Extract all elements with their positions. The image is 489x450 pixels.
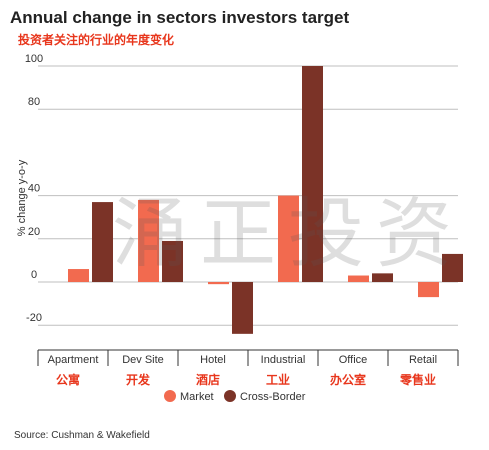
x-tick-label: Office — [339, 354, 368, 366]
x-tick-label: Industrial — [261, 354, 306, 366]
x-tick-label-cn: 办公室 — [330, 372, 366, 387]
y-tick-label: 20 — [28, 226, 40, 238]
bar-cross-border-office — [372, 273, 393, 282]
y-tick-labels: -20 0 20 40 80 100 % change y-o-y — [16, 53, 43, 324]
legend: Market Cross-Border — [164, 390, 306, 403]
bar-market-retail — [418, 282, 439, 298]
x-tick-label: Hotel — [200, 354, 226, 366]
x-tick-label-cn: 零售业 — [399, 372, 436, 387]
bar-cross-border-industrial — [302, 66, 323, 282]
bar-market-apartment — [68, 269, 89, 282]
chart-subtitle: 投资者关注的行业的年度变化 — [18, 33, 175, 47]
x-tick-label-cn: 酒店 — [196, 372, 220, 387]
x-tick-label-cn: 公寓 — [56, 372, 80, 387]
bars — [68, 66, 463, 334]
bar-cross-border-apartment — [92, 202, 113, 282]
y-tick-label: 100 — [25, 53, 43, 65]
x-axis: Apartment 公寓 Dev Site 开发 Hotel 酒店 Industrial 工业… — [37, 349, 459, 387]
y-tick-label: 0 — [31, 269, 37, 281]
source-note: Source: Cushman & Wakefield — [14, 430, 150, 441]
y-axis-label: % change y-o-y — [16, 159, 28, 236]
bar-market-office — [348, 275, 369, 282]
legend-marker-market — [164, 390, 176, 402]
x-tick-label: Dev Site — [122, 354, 164, 366]
chart-title: Annual change in sectors investors targe… — [10, 8, 350, 27]
legend-label: Market — [180, 391, 214, 403]
bar-market-industrial — [278, 195, 299, 282]
x-tick-label: Apartment — [48, 354, 99, 366]
y-tick-label: 40 — [28, 183, 40, 195]
y-tick-label: 80 — [28, 96, 40, 108]
x-tick-label-cn: 开发 — [126, 372, 151, 387]
bar-cross-border-dev-site — [162, 240, 183, 282]
bar-cross-border-hotel — [232, 282, 253, 334]
bar-market-dev-site — [138, 199, 159, 282]
bar-market-hotel — [208, 282, 229, 285]
bar-cross-border-retail — [442, 253, 463, 282]
y-tick-label: -20 — [26, 312, 42, 324]
x-tick-label: Retail — [409, 354, 437, 366]
legend-marker-cross-border — [224, 390, 236, 402]
legend-label: Cross-Border — [240, 391, 306, 403]
x-tick-label-cn: 工业 — [266, 372, 290, 387]
